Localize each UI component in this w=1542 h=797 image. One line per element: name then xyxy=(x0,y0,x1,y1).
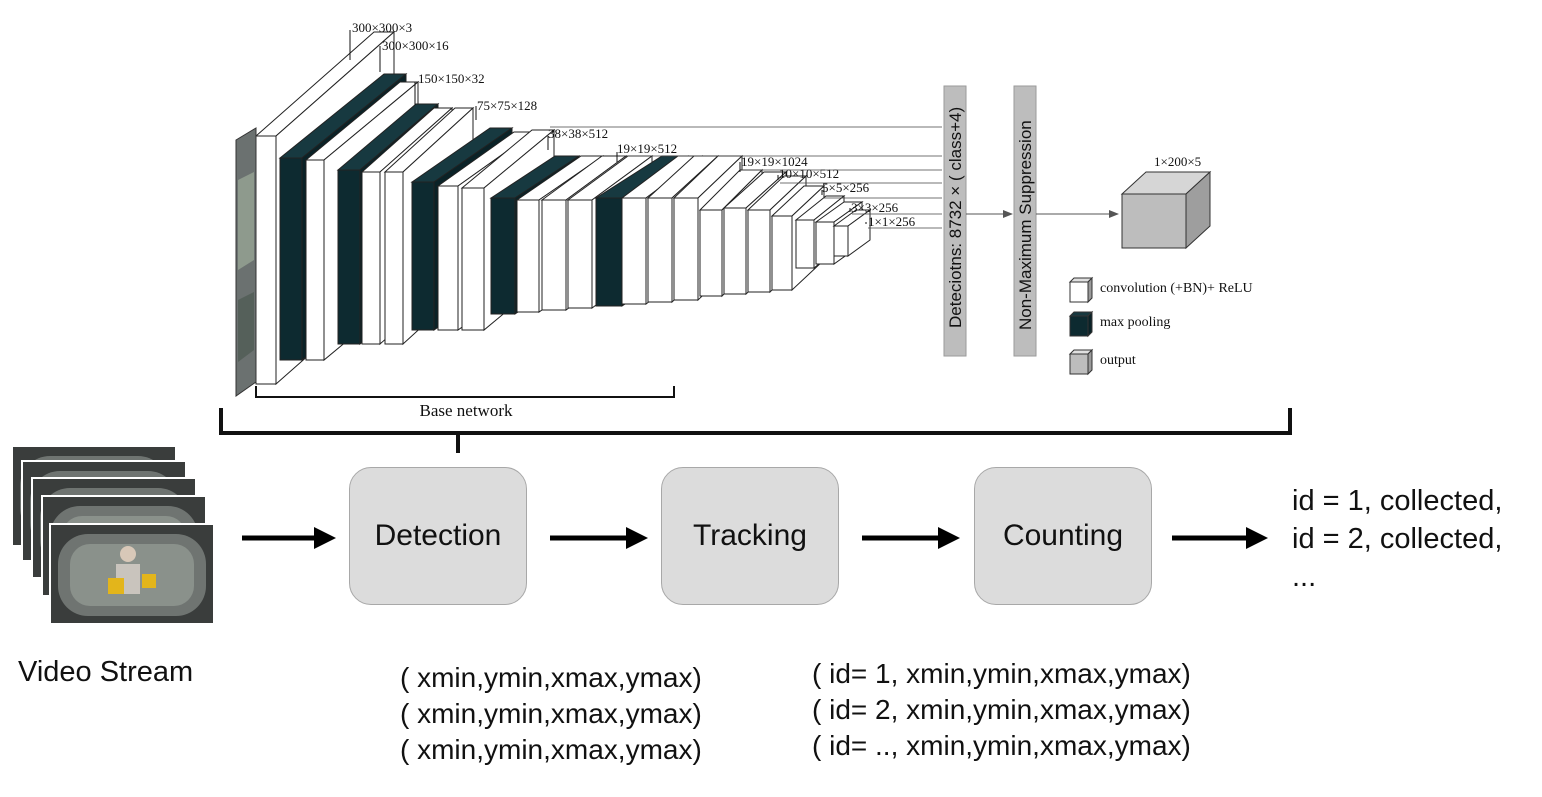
legend: convolution (+BN)+ ReLU max pooling output xyxy=(1068,276,1253,376)
layer-size-label: 19×19×1024 xyxy=(741,154,808,169)
network-layers xyxy=(254,30,872,386)
legend-swatch xyxy=(1069,315,1089,337)
legend-item: max pooling xyxy=(1068,310,1170,338)
detection-stage-label: Detection xyxy=(374,519,502,552)
video-stream-label: Video Stream xyxy=(18,656,194,688)
legend-label: max pooling xyxy=(1100,315,1170,330)
legend-swatch xyxy=(1069,353,1089,375)
nms-label: Non-Maximum Suppression xyxy=(1016,120,1035,330)
detection-stage-box: Detection xyxy=(349,467,527,605)
layer-size-label: 38×38×512 xyxy=(548,126,608,141)
input-frame-image xyxy=(235,127,257,397)
detection-output-line: ( xmin,ymin,xmax,ymax) xyxy=(400,698,702,729)
output-line: ... xyxy=(1292,561,1317,593)
output-line: id = 1, collected, xyxy=(1292,485,1503,517)
tracking-output-line: ( id= .., xmin,ymin,xmax,ymax) xyxy=(812,730,1191,761)
detections-label: Deteciotns: 8732 × ( class+4) xyxy=(946,107,965,328)
output-cube xyxy=(1120,170,1212,250)
output-size-label: 1×200×5 xyxy=(1154,154,1201,169)
detection-outputs: ( xmin,ymin,xmax,ymax) ( xmin,ymin,xmax,… xyxy=(400,660,702,768)
legend-label: convolution (+BN)+ ReLU xyxy=(1100,281,1253,296)
flow-arrow-head xyxy=(314,527,336,549)
layer-callouts: 300×300×3 300×300×16 150×150×32 75×75×128 38… xyxy=(349,20,942,229)
layer-size-label: 5×5×256 xyxy=(822,180,870,195)
network-bracket xyxy=(219,408,1292,435)
video-frames xyxy=(11,445,215,625)
output-list: id = 1, collected, id = 2, collected, ..… xyxy=(1292,482,1502,596)
legend-label: output xyxy=(1100,353,1136,368)
legend-item: convolution (+BN)+ ReLU xyxy=(1068,276,1253,304)
legend-swatch xyxy=(1069,281,1089,303)
layer-size-label: 1×1×256 xyxy=(868,214,916,229)
layer-size-label: 300×300×3 xyxy=(352,20,412,35)
detection-output-line: ( xmin,ymin,xmax,ymax) xyxy=(400,734,702,765)
base-network-label: Base network xyxy=(419,401,513,420)
counting-stage-label: Counting xyxy=(1002,519,1124,552)
detection-output-line: ( xmin,ymin,xmax,ymax) xyxy=(400,662,702,693)
layer-size-label: 75×75×128 xyxy=(477,98,537,113)
layer-size-label: 10×10×512 xyxy=(779,166,839,181)
output-line: id = 2, collected, xyxy=(1292,523,1503,555)
layer-size-label: 19×19×512 xyxy=(617,141,677,156)
base-network-bracket xyxy=(255,386,675,398)
flow-arrow-head xyxy=(938,527,960,549)
flow-arrow-head xyxy=(1246,527,1268,549)
tracking-outputs: ( id= 1, xmin,ymin,xmax,ymax) ( id= 2, x… xyxy=(812,656,1191,764)
tracking-stage-label: Tracking xyxy=(693,519,807,552)
layer-size-label: 3×3×256 xyxy=(851,200,899,215)
tracking-stage-box: Tracking xyxy=(661,467,839,605)
tracking-output-line: ( id= 2, xmin,ymin,xmax,ymax) xyxy=(812,694,1191,725)
counting-stage-box: Counting xyxy=(974,467,1152,605)
pipeline-arrows xyxy=(242,527,1268,549)
layer-size-label: 300×300×16 xyxy=(382,38,449,53)
flow-arrow-head xyxy=(626,527,648,549)
layer-size-label: 150×150×32 xyxy=(418,71,485,86)
nms-bar xyxy=(1013,85,1037,357)
detections-bar xyxy=(943,85,967,357)
legend-item: output xyxy=(1068,348,1136,376)
tracking-output-line: ( id= 1, xmin,ymin,xmax,ymax) xyxy=(812,658,1191,689)
